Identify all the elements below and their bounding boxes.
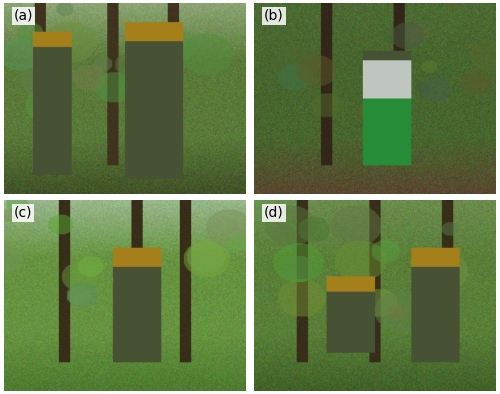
Text: (c): (c) (14, 206, 32, 220)
Text: (b): (b) (264, 9, 283, 23)
Text: (a): (a) (14, 9, 33, 23)
Text: (d): (d) (264, 206, 283, 220)
